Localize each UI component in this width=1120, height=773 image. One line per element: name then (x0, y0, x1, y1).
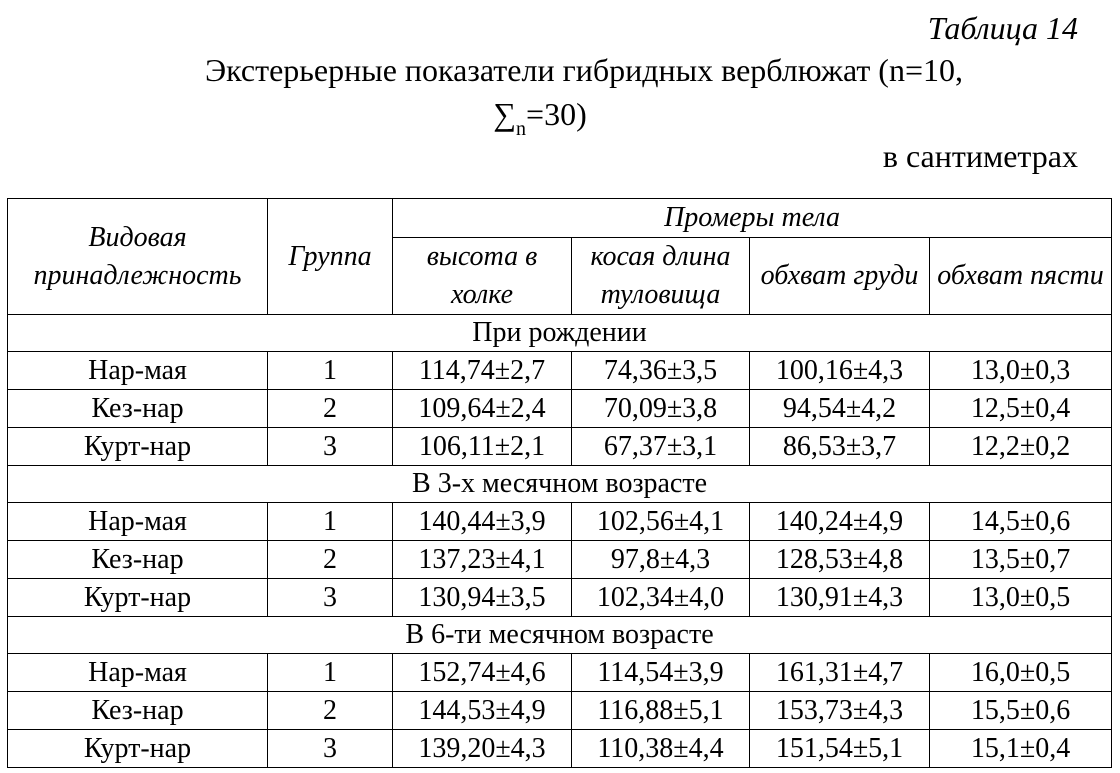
chest-girth-cell: 100,16±4,3 (749, 351, 930, 390)
table-row: Курт-нар 3 130,94±3,5 102,34±4,0 130,91±4,3 1… (7, 578, 1113, 617)
withers-height-cell: 144,53±4,9 (392, 691, 572, 730)
withers-height-cell: 106,11±2,1 (392, 427, 572, 466)
chest-girth-cell: 151,54±5,1 (749, 729, 930, 768)
chest-girth-cell: 94,54±4,2 (749, 389, 930, 428)
metacarpus-girth-cell: 13,0±0,5 (928, 578, 1113, 617)
header-group: Группа (267, 198, 393, 315)
header-species: Видовая принадлежность (7, 198, 268, 315)
species-cell: Нар-мая (7, 502, 268, 541)
table-title-line1: Экстерьерные показатели гибридных верблю… (205, 52, 963, 88)
oblique-length-cell: 116,88±5,1 (571, 691, 750, 730)
species-cell: Курт-нар (7, 578, 268, 617)
group-cell: 3 (267, 578, 393, 617)
table-number-label: Таблица 14 (927, 10, 1078, 46)
header-metacarpus-girth: обхват пясти (928, 237, 1113, 315)
chest-girth-cell: 86,53±3,7 (749, 427, 930, 466)
metacarpus-girth-cell: 16,0±0,5 (928, 653, 1113, 692)
oblique-length-cell: 110,38±4,4 (571, 729, 750, 768)
table-row: Курт-нар 3 106,11±2,1 67,37±3,1 86,53±3,7 12,… (7, 427, 1113, 466)
section-row: При рождении (6, 314, 1113, 352)
section-title: В 3-х месячном возрасте (6, 465, 1113, 503)
table-row: Нар-мая 1 114,74±2,7 74,36±3,5 100,16±4,3 13,… (7, 351, 1113, 390)
oblique-length-cell: 70,09±3,8 (571, 389, 750, 428)
sum-subscript: n (516, 118, 527, 140)
metacarpus-girth-cell: 12,2±0,2 (928, 427, 1113, 466)
units-label: в сантиметрах (882, 138, 1078, 174)
withers-height-cell: 109,64±2,4 (392, 389, 572, 428)
species-cell: Курт-нар (7, 427, 268, 466)
table-row: Нар-мая 1 152,74±4,6 114,54±3,9 161,31±4,7 16… (7, 653, 1113, 692)
withers-height-cell: 152,74±4,6 (392, 653, 572, 692)
table-row: Кез-нар 2 137,23±4,1 97,8±4,3 128,53±4,8 13,5… (7, 540, 1113, 579)
species-cell: Курт-нар (7, 729, 268, 768)
chest-girth-cell: 161,31±4,7 (749, 653, 930, 692)
metacarpus-girth-cell: 15,1±0,4 (928, 729, 1113, 768)
metacarpus-girth-cell: 13,0±0,3 (928, 351, 1113, 390)
group-cell: 3 (267, 427, 393, 466)
header-chest-girth: обхват груди (749, 237, 930, 315)
oblique-length-cell: 97,8±4,3 (571, 540, 750, 579)
table-row: Кез-нар 2 109,64±2,4 70,09±3,8 94,54±4,2 12,5… (7, 389, 1113, 428)
section-title: При рождении (6, 314, 1113, 352)
oblique-length-cell: 67,37±3,1 (571, 427, 750, 466)
chest-girth-cell: 128,53±4,8 (749, 540, 930, 579)
metacarpus-girth-cell: 12,5±0,4 (928, 389, 1113, 428)
withers-height-cell: 114,74±2,7 (392, 351, 572, 390)
species-cell: Нар-мая (7, 351, 268, 390)
table-row: Кез-нар 2 144,53±4,9 116,88±5,1 153,73±4,3 15… (7, 691, 1113, 730)
group-cell: 2 (267, 691, 393, 730)
species-cell: Кез-нар (7, 691, 268, 730)
species-cell: Кез-нар (7, 540, 268, 579)
withers-height-cell: 139,20±4,3 (392, 729, 572, 768)
metacarpus-girth-cell: 15,5±0,6 (928, 691, 1113, 730)
table-row: Нар-мая 1 140,44±3,9 102,56±4,1 140,24±4,9 14… (7, 502, 1113, 541)
oblique-length-cell: 114,54±3,9 (571, 653, 750, 692)
withers-height-cell: 140,44±3,9 (392, 502, 572, 541)
section-row: В 6-ти месячном возрасте (6, 616, 1113, 654)
group-cell: 1 (267, 653, 393, 692)
sum-value: =30) (526, 96, 587, 132)
sum-symbol: ∑ (493, 96, 517, 132)
section-row: В 3-х месячном возрасте (6, 465, 1113, 503)
metacarpus-girth-cell: 13,5±0,7 (928, 540, 1113, 579)
section-title: В 6-ти месячном возрасте (6, 616, 1113, 654)
species-cell: Кез-нар (7, 389, 268, 428)
oblique-length-cell: 74,36±3,5 (571, 351, 750, 390)
chest-girth-cell: 153,73±4,3 (749, 691, 930, 730)
chest-girth-cell: 140,24±4,9 (749, 502, 930, 541)
header-oblique-length: косая длина туловища (571, 237, 750, 315)
table-title-line2: ∑n=30) (0, 94, 1100, 140)
withers-height-cell: 137,23±4,1 (392, 540, 572, 579)
oblique-length-cell: 102,56±4,1 (571, 502, 750, 541)
header-body-measures: Промеры тела (391, 198, 1113, 238)
group-cell: 1 (267, 351, 393, 390)
oblique-length-cell: 102,34±4,0 (571, 578, 750, 617)
chest-girth-cell: 130,91±4,3 (749, 578, 930, 617)
header-withers-height: высота в холке (392, 237, 572, 315)
measurements-table: Видовая принадлежность Группа Промеры те… (6, 198, 1113, 768)
withers-height-cell: 130,94±3,5 (392, 578, 572, 617)
species-cell: Нар-мая (7, 653, 268, 692)
group-cell: 1 (267, 502, 393, 541)
group-cell: 3 (267, 729, 393, 768)
metacarpus-girth-cell: 14,5±0,6 (928, 502, 1113, 541)
group-cell: 2 (267, 389, 393, 428)
group-cell: 2 (267, 540, 393, 579)
table-row: Курт-нар 3 139,20±4,3 110,38±4,4 151,54±5,1 1… (7, 729, 1113, 768)
